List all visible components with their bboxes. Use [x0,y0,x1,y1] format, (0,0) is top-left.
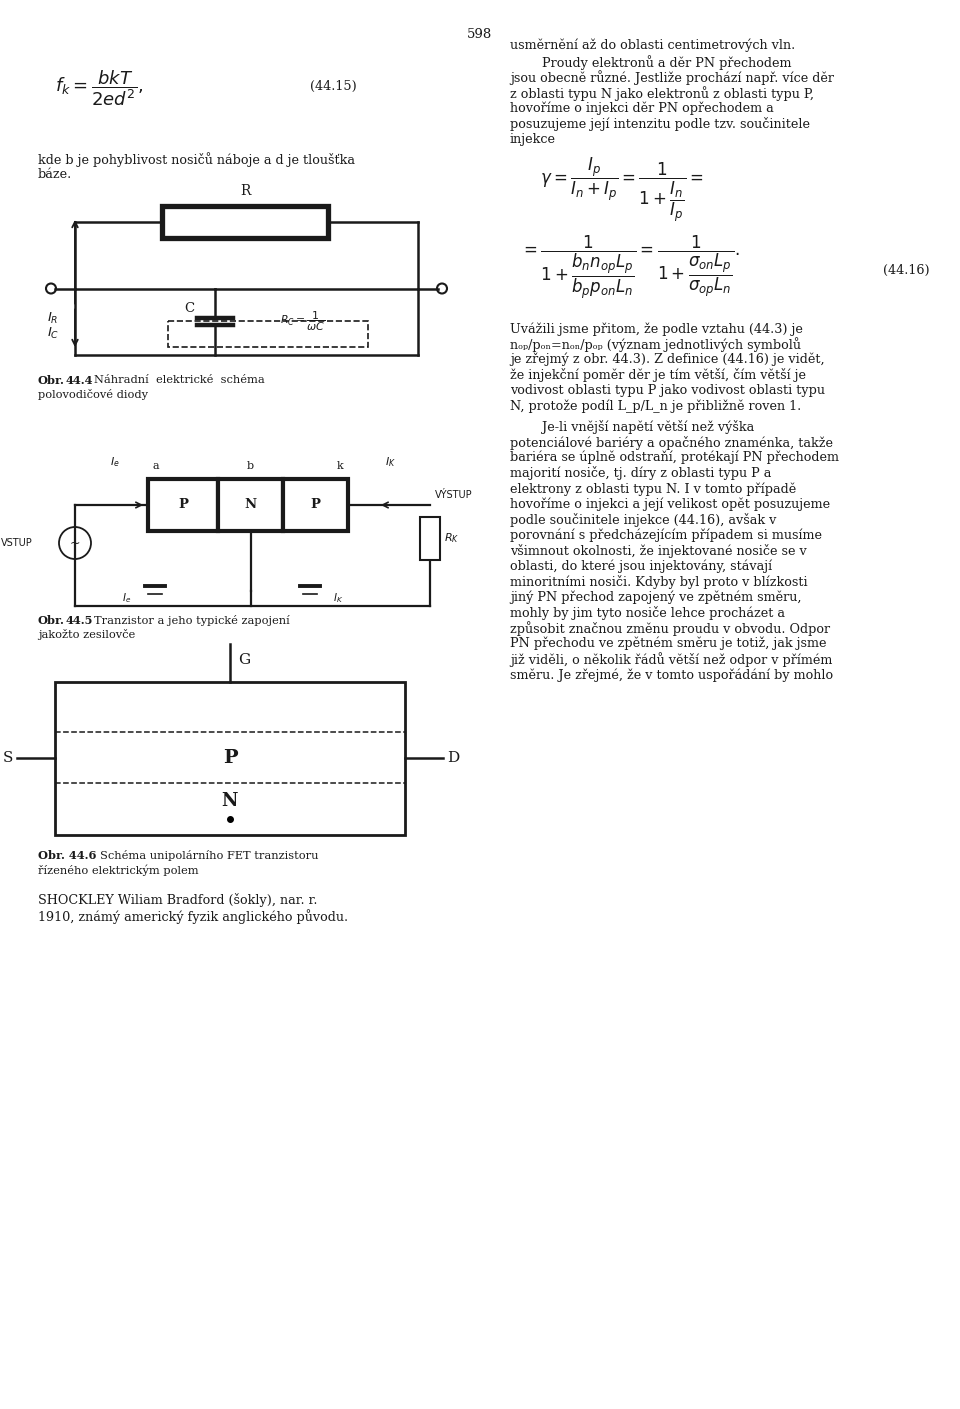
Text: minoritními nosiči. Kdyby byl proto v blízkosti: minoritními nosiči. Kdyby byl proto v bl… [510,575,807,589]
Text: $I_e$: $I_e$ [122,592,132,604]
Text: VSTUP: VSTUP [1,538,33,548]
Text: podle součinitele injekce (44.16), avšak v: podle součinitele injekce (44.16), avšak… [510,513,777,527]
Text: $R_K$: $R_K$ [444,531,459,545]
Text: usměrnění až do oblasti centimetrových vln.: usměrnění až do oblasti centimetrových v… [510,38,795,52]
Text: je zřejmý z obr. 44.3). Z definice (44.16) je vidět,: je zřejmý z obr. 44.3). Z definice (44.1… [510,354,825,366]
Text: Obr.: Obr. [38,614,65,626]
Text: $\gamma = \dfrac{I_p}{I_n + I_p} = \dfrac{1}{1 + \dfrac{I_n}{I_p}} =$: $\gamma = \dfrac{I_p}{I_n + I_p} = \dfra… [540,156,704,224]
Text: N: N [245,499,256,511]
Text: mohly by jim tyto nosiče lehce procházet a: mohly by jim tyto nosiče lehce procházet… [510,606,785,620]
Text: řízeného elektrickým polem: řízeného elektrickým polem [38,864,199,875]
Text: majorití nosiče, tj. díry z oblasti typu P a: majorití nosiče, tj. díry z oblasti typu… [510,466,772,480]
Text: jsou obecně různé. Jestliže prochází např. více děr: jsou obecně různé. Jestliže prochází nap… [510,70,834,86]
Text: VÝSTUP: VÝSTUP [435,490,472,500]
Text: Obr.: Obr. [38,375,65,386]
Text: potenciálové bariéry a opačného znaménka, takže: potenciálové bariéry a opačného znaménka… [510,435,833,449]
Text: D: D [447,751,459,765]
Text: kde b je pohyblivost nosičů náboje a d je tloušťka: kde b je pohyblivost nosičů náboje a d j… [38,152,355,166]
Text: všimnout okolnosti, že injektované nosiče se v: všimnout okolnosti, že injektované nosič… [510,544,806,558]
Text: již viděli, o několik řádů větší než odpor v přímém: již viděli, o několik řádů větší než odp… [510,652,832,668]
Text: R: R [240,185,251,199]
Text: P: P [178,499,188,511]
Text: Tranzistor a jeho typické zapojení: Tranzistor a jeho typické zapojení [94,614,290,626]
Text: polovodičové diody: polovodičové diody [38,389,148,400]
Text: SHOCKLEY Wiliam Bradford (šokly), nar. r.: SHOCKLEY Wiliam Bradford (šokly), nar. r… [38,893,318,907]
Text: $I_e$: $I_e$ [110,455,120,469]
Text: jakožto zesilovče: jakožto zesilovče [38,628,135,640]
Text: 44.4: 44.4 [66,375,93,386]
Bar [55,682,405,836]
Text: 44.5: 44.5 [66,614,93,626]
Text: b: b [247,461,254,471]
Text: Náhradní  elektrické  schéma: Náhradní elektrické schéma [94,375,265,385]
Text: PN přechodu ve zpětném směru je totiž, jak jsme: PN přechodu ve zpětném směru je totiž, j… [510,637,827,651]
Text: způsobit značnou změnu proudu v obvodu. Odpor: způsobit značnou změnu proudu v obvodu. … [510,621,830,637]
Text: $R_C=\dfrac{1}{\omega C}$: $R_C=\dfrac{1}{\omega C}$ [280,310,325,334]
Text: N: N [222,792,238,810]
Text: injekce: injekce [510,132,556,145]
Text: 1910, známý americký fyzik anglického původu.: 1910, známý americký fyzik anglického pů… [38,909,348,924]
Text: $I_C$: $I_C$ [47,325,60,341]
Text: vodivost oblasti typu P jako vodivost oblasti typu: vodivost oblasti typu P jako vodivost ob… [510,385,825,397]
Text: P: P [223,748,237,766]
Bar [162,206,328,238]
Text: k: k [337,461,344,471]
Text: báze.: báze. [38,168,72,180]
Bar [420,517,440,559]
Text: G: G [238,652,251,666]
Bar [168,320,368,347]
Text: bariéra se úplně odstraňí, protékají PN přechodem: bariéra se úplně odstraňí, protékají PN … [510,451,839,465]
Text: (44.15): (44.15) [310,80,357,93]
Text: $I_R$: $I_R$ [47,311,59,325]
Text: C: C [184,302,194,314]
Bar [218,479,283,531]
Text: směru. Je zřejmé, že v tomto uspořádání by mohlo: směru. Je zřejmé, že v tomto uspořádání … [510,668,833,682]
Text: Uvážili jsme přitom, že podle vztahu (44.3) je: Uvážili jsme přitom, že podle vztahu (44… [510,323,803,335]
Text: oblasti, do které jsou injektovány, stávají: oblasti, do které jsou injektovány, stáv… [510,559,772,573]
Bar [148,479,218,531]
Text: z oblasti typu N jako elektronů z oblasti typu P,: z oblasti typu N jako elektronů z oblast… [510,86,814,101]
Text: posuzujeme její intenzitu podle tzv. součinitele: posuzujeme její intenzitu podle tzv. sou… [510,117,810,131]
Text: $I_K$: $I_K$ [385,455,396,469]
Text: N, protože podíl L_p/L_n je přibližně roven 1.: N, protože podíl L_p/L_n je přibližně ro… [510,400,802,413]
Text: S: S [3,751,13,765]
Text: Schéma unipolárního FET tranzistoru: Schéma unipolárního FET tranzistoru [100,850,319,861]
Text: jiný PN přechod zapojený ve zpětném směru,: jiný PN přechod zapojený ve zpětném směr… [510,590,802,604]
Text: hovoříme o injekci a její velikost opět posuzujeme: hovoříme o injekci a její velikost opět … [510,497,830,511]
Text: elektrony z oblasti typu N. I v tomto případě: elektrony z oblasti typu N. I v tomto př… [510,482,796,496]
Text: že injekční poměr děr je tím větší, čím větší je: že injekční poměr děr je tím větší, čím … [510,369,806,382]
Text: hovoříme o injekci děr PN opřechodem a: hovoříme o injekci děr PN opřechodem a [510,101,774,116]
Text: nₒₚ/pₒₙ=nₒₙ/pₒₚ (význam jednotlivých symbolů: nₒₚ/pₒₙ=nₒₙ/pₒₚ (význam jednotlivých sym… [510,338,801,352]
Text: porovnání s předcházejícím případem si musíme: porovnání s předcházejícím případem si m… [510,528,822,542]
Text: $I_K$: $I_K$ [333,592,343,604]
Text: $f_k = \dfrac{bkT}{2ed^2},$: $f_k = \dfrac{bkT}{2ed^2},$ [55,68,143,107]
Bar [283,479,348,531]
Text: (44.16): (44.16) [883,263,930,278]
Text: ~: ~ [70,537,81,550]
Text: P: P [310,499,321,511]
Text: a: a [153,461,159,471]
Text: Proudy elektronů a děr PN přechodem: Proudy elektronů a děr PN přechodem [510,55,791,70]
Text: Obr. 44.6: Obr. 44.6 [38,850,96,861]
Text: $= \dfrac{1}{1 + \dfrac{b_n n_{op} L_p}{b_p p_{on} L_n}} = \dfrac{1}{1 + \dfrac{: $= \dfrac{1}{1 + \dfrac{b_n n_{op} L_p}{… [520,234,740,302]
Text: 598: 598 [468,28,492,41]
Text: Je-li vnější napětí větší než výška: Je-li vnější napětí větší než výška [510,420,755,434]
